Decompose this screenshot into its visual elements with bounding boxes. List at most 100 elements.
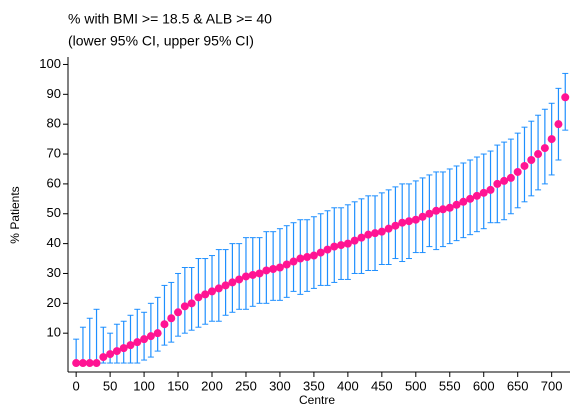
x-tick-label: 550 [439, 378, 461, 393]
point [500, 176, 509, 185]
point [534, 150, 543, 159]
point [112, 347, 121, 356]
point [180, 302, 189, 311]
y-tick-label: 100 [39, 56, 61, 71]
point [262, 266, 271, 275]
point [255, 269, 264, 278]
point [364, 230, 373, 239]
x-tick-label: 200 [201, 378, 223, 393]
point [140, 335, 149, 344]
point [201, 290, 210, 299]
y-tick-label: 50 [47, 205, 61, 220]
point [133, 338, 142, 347]
point [221, 281, 230, 290]
point [248, 270, 257, 279]
point [303, 253, 312, 262]
x-axis-label: Centre [299, 393, 335, 407]
point [513, 167, 522, 176]
point [540, 144, 549, 153]
point [547, 135, 556, 144]
y-tick-label: 80 [47, 116, 61, 131]
x-tick-label: 600 [473, 378, 495, 393]
point [208, 287, 217, 296]
x-tick-label: 700 [541, 378, 563, 393]
point [350, 236, 359, 245]
point [418, 212, 427, 221]
chart-subtitle: (lower 95% CI, upper 95% CI) [68, 33, 254, 49]
x-tick-label: 400 [337, 378, 359, 393]
y-tick-label: 10 [47, 325, 61, 340]
point [554, 120, 563, 129]
chart-title: % with BMI >= 18.5 & ALB >= 40 [68, 11, 272, 27]
point [411, 215, 420, 224]
point [371, 229, 380, 238]
point [153, 329, 162, 338]
point [119, 344, 128, 353]
y-tick-label: 30 [47, 265, 61, 280]
point [309, 251, 318, 260]
point [391, 221, 400, 230]
point [167, 314, 176, 323]
y-tick-label: 60 [47, 175, 61, 190]
y-tick-label: 40 [47, 235, 61, 250]
point [479, 188, 488, 197]
point [146, 332, 155, 341]
point [466, 194, 475, 203]
point [527, 156, 536, 165]
point [126, 341, 135, 350]
point [398, 218, 407, 227]
x-tick-label: 450 [371, 378, 393, 393]
y-tick-label: 20 [47, 295, 61, 310]
point [72, 359, 81, 368]
x-tick-label: 300 [269, 378, 291, 393]
point [438, 205, 447, 214]
point [235, 275, 244, 284]
point [337, 241, 346, 250]
point [425, 209, 434, 218]
x-tick-label: 350 [303, 378, 325, 393]
point [92, 359, 101, 368]
x-tick-label: 150 [167, 378, 189, 393]
point [174, 308, 183, 317]
point [472, 191, 481, 200]
point [323, 245, 332, 254]
y-tick-label: 90 [47, 86, 61, 101]
point [486, 185, 495, 194]
point [99, 353, 108, 362]
x-tick-label: 50 [103, 378, 117, 393]
point [214, 284, 223, 293]
point [432, 206, 441, 215]
point [289, 257, 298, 266]
point [85, 359, 94, 368]
point [405, 217, 414, 226]
x-tick-label: 250 [235, 378, 257, 393]
point [377, 227, 386, 236]
point [160, 320, 169, 329]
point [194, 293, 203, 302]
point [520, 161, 529, 170]
point [343, 239, 352, 248]
point [506, 173, 515, 182]
point [384, 224, 393, 233]
point [316, 248, 325, 257]
point [330, 242, 339, 251]
x-tick-label: 0 [73, 378, 80, 393]
point [459, 197, 468, 206]
point [228, 278, 237, 287]
point [241, 272, 250, 281]
point [282, 260, 291, 269]
point [357, 233, 366, 242]
point [78, 359, 87, 368]
point [296, 254, 305, 263]
x-tick-label: 500 [405, 378, 427, 393]
point [493, 179, 502, 188]
x-tick-label: 650 [507, 378, 529, 393]
point [269, 264, 278, 273]
point [445, 203, 454, 212]
point [106, 350, 115, 359]
y-tick-label: 70 [47, 145, 61, 160]
point [452, 200, 461, 209]
point [561, 93, 570, 102]
